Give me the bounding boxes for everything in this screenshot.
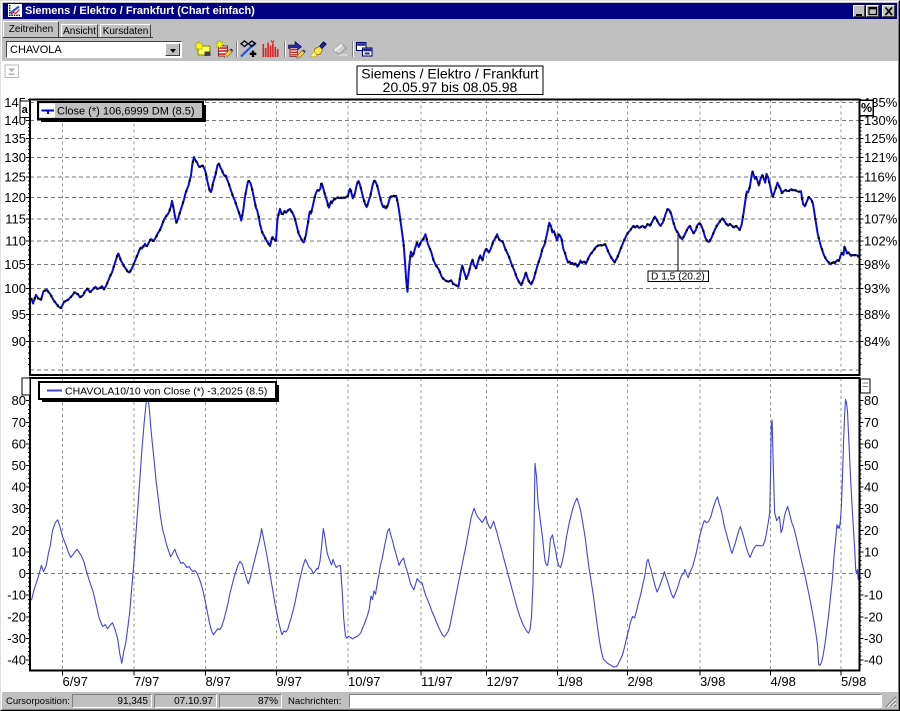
svg-text:1/98: 1/98 bbox=[558, 674, 583, 689]
svg-text:0: 0 bbox=[864, 566, 871, 581]
svg-text:80: 80 bbox=[12, 393, 26, 408]
svg-text:10/97: 10/97 bbox=[348, 674, 381, 689]
svg-text:-40: -40 bbox=[7, 653, 26, 668]
svg-text:116%: 116% bbox=[864, 170, 897, 185]
svg-text:-10: -10 bbox=[864, 588, 883, 603]
svg-text:98%: 98% bbox=[864, 257, 890, 272]
svg-text:11/97: 11/97 bbox=[421, 674, 453, 689]
svg-text:95: 95 bbox=[12, 307, 26, 322]
svg-text:-30: -30 bbox=[7, 631, 26, 646]
svg-text:105: 105 bbox=[4, 257, 26, 272]
svg-text:40: 40 bbox=[864, 480, 878, 495]
svg-text:70: 70 bbox=[12, 415, 26, 430]
svg-text:120: 120 bbox=[4, 190, 26, 205]
svg-text:9/97: 9/97 bbox=[277, 674, 302, 689]
svg-text:70: 70 bbox=[864, 415, 878, 430]
svg-text:125: 125 bbox=[4, 170, 26, 185]
svg-text:7/97: 7/97 bbox=[134, 674, 159, 689]
svg-text:-30: -30 bbox=[864, 631, 883, 646]
svg-text:20.05.97 bis 08.05.98: 20.05.97 bis 08.05.98 bbox=[383, 79, 518, 95]
svg-text:-10: -10 bbox=[7, 588, 26, 603]
svg-text:112%: 112% bbox=[864, 190, 897, 205]
svg-text:40: 40 bbox=[12, 480, 26, 495]
svg-text:CHAVOLA10/10 von Close (*) -3,: CHAVOLA10/10 von Close (*) -3,2025 (8.5) bbox=[65, 386, 267, 398]
svg-text:102%: 102% bbox=[864, 234, 898, 249]
svg-text:-20: -20 bbox=[7, 609, 26, 624]
svg-text:10: 10 bbox=[12, 545, 26, 560]
svg-text:D 1,5 (20.2): D 1,5 (20.2) bbox=[651, 272, 705, 283]
svg-text:88%: 88% bbox=[864, 307, 890, 322]
svg-text:Close (*) 106,6999 DM (8.5): Close (*) 106,6999 DM (8.5) bbox=[57, 106, 195, 118]
svg-text:130: 130 bbox=[4, 150, 26, 165]
svg-text:60: 60 bbox=[864, 436, 878, 451]
svg-text:-20: -20 bbox=[864, 609, 883, 624]
svg-text:130%: 130% bbox=[864, 113, 898, 128]
svg-text:107%: 107% bbox=[864, 211, 898, 226]
svg-text:2/98: 2/98 bbox=[628, 674, 653, 689]
svg-text:10: 10 bbox=[864, 545, 878, 560]
svg-text:20: 20 bbox=[12, 523, 26, 538]
svg-text:Siemens / Elektro / Frankfurt: Siemens / Elektro / Frankfurt bbox=[361, 66, 539, 82]
svg-text:60: 60 bbox=[12, 436, 26, 451]
svg-text:50: 50 bbox=[12, 458, 26, 473]
svg-text:a: a bbox=[22, 104, 29, 116]
svg-text:90: 90 bbox=[12, 334, 26, 349]
svg-text:84%: 84% bbox=[864, 334, 890, 349]
svg-text:50: 50 bbox=[864, 458, 878, 473]
svg-text:30: 30 bbox=[12, 501, 26, 516]
svg-text:80: 80 bbox=[864, 393, 878, 408]
svg-text:0: 0 bbox=[19, 566, 26, 581]
svg-text:3/98: 3/98 bbox=[700, 674, 725, 689]
svg-text:20: 20 bbox=[864, 523, 878, 538]
svg-text:121%: 121% bbox=[864, 150, 898, 165]
svg-text:93%: 93% bbox=[864, 281, 890, 296]
svg-text:6/97: 6/97 bbox=[63, 674, 88, 689]
svg-text:12/97: 12/97 bbox=[487, 674, 520, 689]
svg-text:8/97: 8/97 bbox=[206, 674, 231, 689]
svg-text:100: 100 bbox=[4, 281, 26, 296]
svg-text:4/98: 4/98 bbox=[771, 674, 796, 689]
svg-text:5/98: 5/98 bbox=[841, 674, 866, 689]
svg-text:135: 135 bbox=[4, 131, 26, 146]
svg-text:115: 115 bbox=[5, 211, 26, 226]
svg-text:110: 110 bbox=[5, 234, 26, 249]
svg-text:%: % bbox=[861, 101, 872, 115]
svg-text:-40: -40 bbox=[864, 653, 883, 668]
svg-text:30: 30 bbox=[864, 501, 878, 516]
svg-text:125%: 125% bbox=[864, 131, 898, 146]
